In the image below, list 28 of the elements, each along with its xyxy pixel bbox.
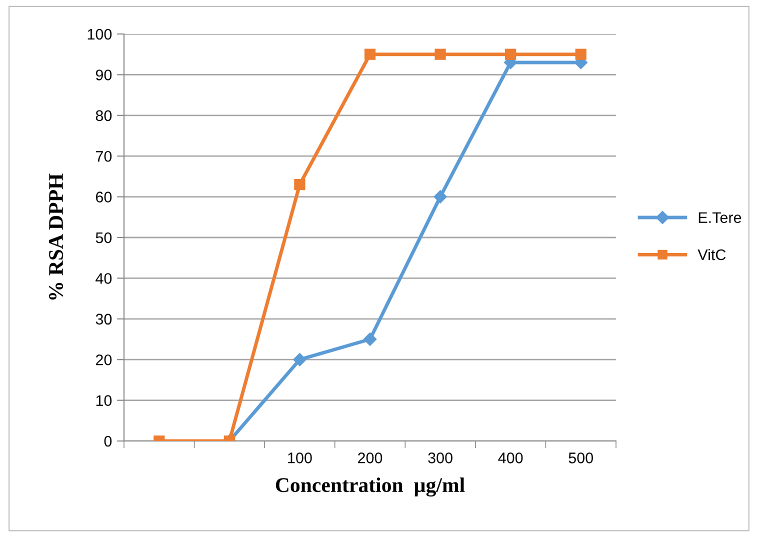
point bbox=[575, 48, 586, 60]
y-tick-label: 30 bbox=[96, 314, 112, 325]
x-tick-label: 100 bbox=[288, 452, 312, 464]
point bbox=[505, 48, 516, 60]
legend-label: VitC bbox=[698, 248, 726, 260]
y-tick-label: 20 bbox=[96, 354, 112, 366]
legend-label: E.Tere bbox=[698, 212, 742, 224]
x-axis-title: Concentration µg/ml bbox=[276, 477, 465, 497]
y-tick-label: 40 bbox=[96, 273, 112, 284]
point bbox=[363, 332, 377, 346]
y-axis-title: % RSA DPPH bbox=[48, 174, 64, 300]
x-tick-label: 300 bbox=[428, 452, 452, 464]
point bbox=[434, 48, 446, 60]
x-tick-label: 200 bbox=[358, 452, 382, 464]
point bbox=[293, 353, 306, 366]
point bbox=[364, 48, 376, 60]
y-tick-label: 10 bbox=[96, 395, 112, 406]
y-tick-label: 0 bbox=[104, 436, 112, 447]
x-tick-label: 400 bbox=[498, 452, 523, 464]
y-tick-label: 70 bbox=[96, 150, 112, 162]
y-tick-label: 60 bbox=[96, 192, 112, 202]
x-tick-label: 500 bbox=[568, 452, 594, 464]
point bbox=[294, 179, 306, 190]
y-tick-label: 80 bbox=[96, 110, 112, 122]
y-tick-label: 50 bbox=[96, 232, 112, 244]
point bbox=[434, 190, 447, 204]
y-tick-label: 90 bbox=[96, 70, 112, 80]
y-tick-label: 100 bbox=[88, 28, 112, 40]
